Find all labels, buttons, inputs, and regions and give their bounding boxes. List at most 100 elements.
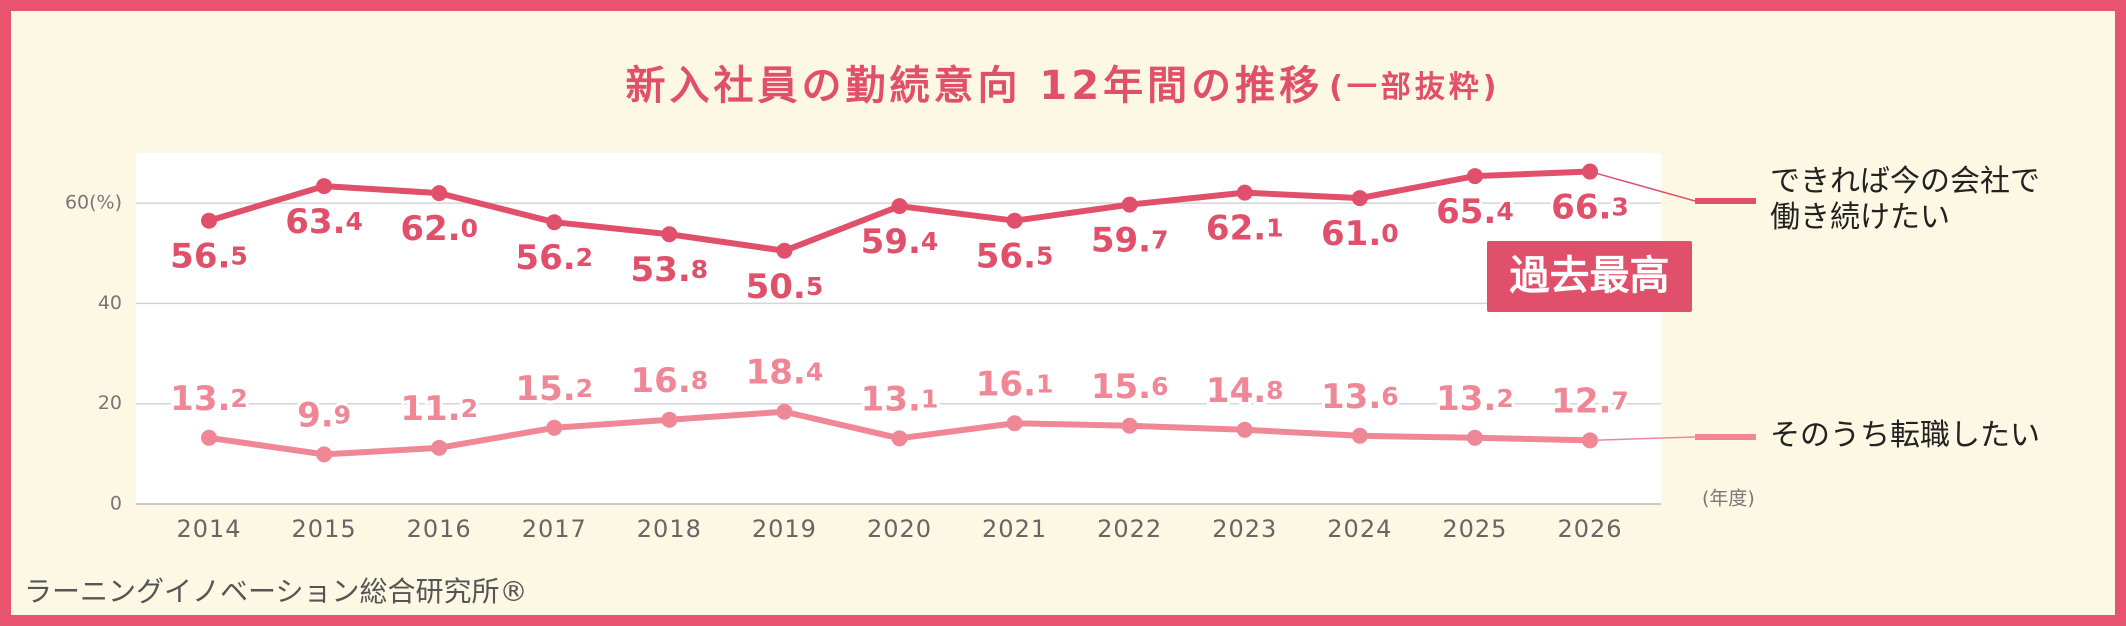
data-label: 62.1 <box>1206 208 1284 248</box>
data-point <box>1351 427 1368 444</box>
label-integer: 63. <box>285 202 345 242</box>
data-point <box>776 403 793 420</box>
data-label: 59.4 <box>861 222 939 262</box>
data-point <box>1006 212 1023 229</box>
label-integer: 12. <box>1551 381 1611 421</box>
data-label: 15.6 <box>1091 366 1169 406</box>
label-decimal: 1 <box>1036 369 1053 398</box>
label-integer: 56. <box>515 238 575 278</box>
y-tick-label: 60(%) <box>65 192 122 214</box>
label-integer: 9. <box>297 395 334 435</box>
x-tick-label: 2024 <box>1327 515 1392 543</box>
data-label: 13.6 <box>1321 376 1399 416</box>
label-integer: 59. <box>861 222 921 262</box>
chart-title: 新入社員の勤続意向 12年間の推移 <box>625 63 1323 109</box>
label-decimal: 7 <box>1151 226 1168 255</box>
label-integer: 15. <box>515 368 575 408</box>
label-integer: 15. <box>1091 366 1151 406</box>
label-integer: 18. <box>746 352 806 392</box>
label-decimal: 1 <box>1266 214 1283 243</box>
data-point <box>1236 421 1253 438</box>
x-tick-label: 2023 <box>1212 515 1277 543</box>
data-point <box>1121 196 1138 213</box>
x-tick-label: 2014 <box>176 515 241 543</box>
data-point <box>1121 417 1138 434</box>
chart-subtitle: (一部抜粋) <box>1329 70 1500 105</box>
data-point <box>1006 415 1023 432</box>
label-integer: 65. <box>1436 192 1496 232</box>
legend-label: そのうち転職したい <box>1770 418 2040 453</box>
legend-connector <box>1589 170 1696 202</box>
label-decimal: 6 <box>1151 372 1168 401</box>
label-decimal: 2 <box>230 384 247 413</box>
data-label: 50.5 <box>746 266 824 306</box>
x-tick-label: 2015 <box>292 515 357 543</box>
label-integer: 11. <box>400 388 460 428</box>
data-label: 66.3 <box>1551 187 1629 227</box>
data-label: 59.7 <box>1091 220 1169 260</box>
data-point <box>431 439 448 456</box>
label-decimal: 8 <box>1266 376 1283 405</box>
label-decimal: 8 <box>691 255 708 284</box>
data-label: 53.8 <box>631 250 709 290</box>
label-decimal: 2 <box>461 394 478 423</box>
annotation: 過去最高 <box>1510 253 1670 299</box>
y-tick-label: 0 <box>110 493 122 515</box>
data-point <box>316 446 333 463</box>
label-decimal: 4 <box>345 207 362 236</box>
data-point <box>1466 168 1483 185</box>
chart-title-group: 新入社員の勤続意向 12年間の推移 (一部抜粋) <box>625 63 1500 109</box>
label-decimal: 7 <box>1611 386 1628 415</box>
data-point <box>316 178 333 195</box>
data-label: 56.2 <box>515 238 593 278</box>
data-point <box>546 419 563 436</box>
label-integer: 62. <box>400 209 460 249</box>
data-point <box>546 214 563 231</box>
data-point <box>431 185 448 202</box>
x-tick-label: 2025 <box>1442 515 1507 543</box>
label-decimal: 1 <box>921 384 938 413</box>
label-decimal: 9 <box>334 400 351 429</box>
label-decimal: 8 <box>691 366 708 395</box>
label-integer: 61. <box>1321 214 1381 254</box>
label-decimal: 2 <box>576 374 593 403</box>
x-tick-label: 2017 <box>522 515 587 543</box>
label-decimal: 5 <box>230 242 247 271</box>
data-label: 18.4 <box>746 352 824 392</box>
label-integer: 14. <box>1206 370 1266 410</box>
data-label: 13.2 <box>170 378 248 418</box>
label-decimal: 6 <box>1381 382 1398 411</box>
y-tick-label: 40 <box>98 292 122 314</box>
label-integer: 16. <box>631 360 691 400</box>
x-axis-label: (年度) <box>1702 488 1755 510</box>
data-label: 62.0 <box>400 209 478 249</box>
data-point <box>201 212 217 229</box>
data-label: 9.9 <box>297 395 351 435</box>
label-decimal: 2 <box>1496 384 1513 413</box>
data-point <box>891 430 908 447</box>
legend-label: できれば今の会社で働き続けたい <box>1770 164 2040 235</box>
label-decimal: 4 <box>1496 197 1513 226</box>
data-label: 56.5 <box>170 236 248 276</box>
label-integer: 13. <box>1321 376 1381 416</box>
label-integer: 59. <box>1091 220 1151 260</box>
label-integer: 50. <box>746 266 806 306</box>
data-point <box>1236 184 1253 201</box>
data-label: 11.2 <box>400 388 478 428</box>
data-point <box>1466 429 1483 446</box>
data-point <box>776 242 793 259</box>
label-decimal: 5 <box>806 272 823 301</box>
data-point <box>891 198 908 215</box>
data-label: 61.0 <box>1321 214 1399 254</box>
data-label: 13.1 <box>861 379 939 419</box>
x-tick-label: 2016 <box>407 515 472 543</box>
x-tick-label: 2018 <box>637 515 702 543</box>
label-decimal: 0 <box>1381 219 1398 248</box>
y-tick-label: 20 <box>98 392 122 414</box>
data-label: 65.4 <box>1436 192 1514 232</box>
data-label: 15.2 <box>515 368 593 408</box>
x-tick-label: 2021 <box>982 515 1047 543</box>
x-tick-label: 2022 <box>1097 515 1162 543</box>
label-decimal: 2 <box>576 243 593 272</box>
